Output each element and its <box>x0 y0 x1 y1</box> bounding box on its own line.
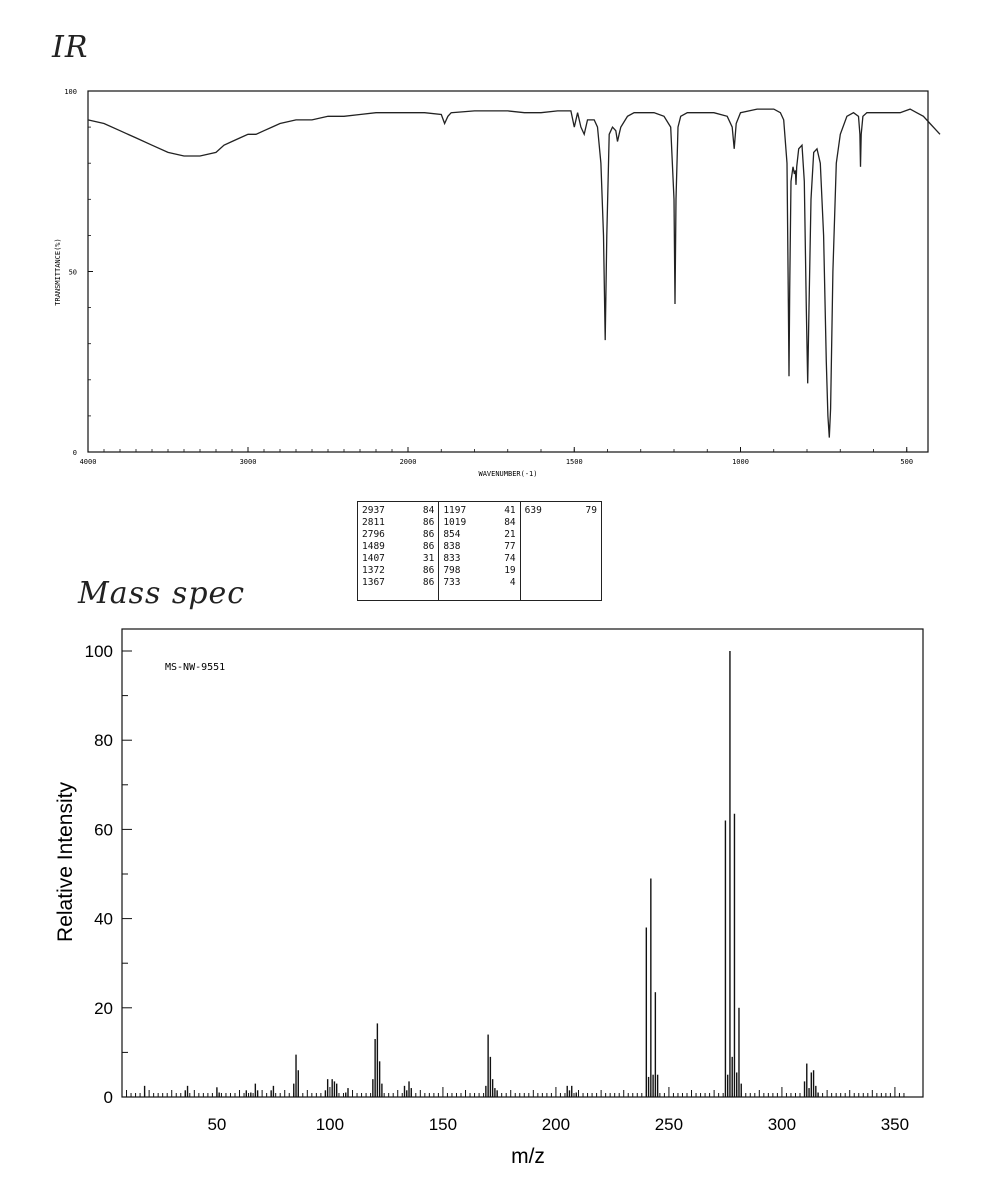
peak-transmittance: 86 <box>422 577 435 588</box>
peak-table-row: 2796 86 <box>362 529 434 541</box>
ir-x-tick-label: 4000 <box>80 458 97 466</box>
ms-x-tick-label: 100 <box>316 1115 344 1134</box>
ir-spectrum-line <box>87 108 941 438</box>
ir-x-axis-label: WAVENUMBER(-1) <box>478 470 537 478</box>
ms-y-tick-label: 80 <box>94 731 113 750</box>
peak-wavenumber: 1372 <box>362 565 385 576</box>
ms-x-axis-label: m/z <box>511 1145 545 1168</box>
peak-transmittance: 77 <box>504 541 516 552</box>
ms-x-tick-label: 300 <box>768 1115 796 1134</box>
peak-table-row: 833 74 <box>443 553 515 565</box>
ms-x-tick-label: 200 <box>542 1115 570 1134</box>
ir-x-tick-label: 1500 <box>566 458 583 466</box>
peak-transmittance: 86 <box>422 517 435 528</box>
peak-transmittance: 74 <box>504 553 516 564</box>
peak-transmittance: 79 <box>585 505 597 516</box>
ir-x-tick-label: 3000 <box>240 458 257 466</box>
peak-wavenumber: 639 <box>524 505 542 516</box>
ir-chart: WAVENUMBER(-1) TRANSMITTANCE(%) 4000 3000… <box>54 88 941 478</box>
peak-table-row: 2811 86 <box>362 517 434 529</box>
peak-table-row: 1019 84 <box>443 517 515 529</box>
peak-wavenumber: 1019 <box>443 517 467 528</box>
peak-table-row: 733 4 <box>443 577 515 589</box>
ir-annotation: IR <box>52 30 89 65</box>
ms-x-tick-label: 150 <box>429 1115 457 1134</box>
peak-transmittance: 84 <box>504 517 516 528</box>
ms-y-tick-label: 100 <box>85 642 113 661</box>
peak-wavenumber: 833 <box>443 553 461 564</box>
peak-transmittance: 84 <box>422 505 435 516</box>
ir-x-tick-label: 1000 <box>732 458 749 466</box>
peak-table-row: 1489 86 <box>362 541 434 553</box>
peak-transmittance: 19 <box>504 565 516 576</box>
peak-wavenumber: 1489 <box>362 541 385 552</box>
peak-table-row: 1367 86 <box>362 577 434 589</box>
ms-y-axis-label: Relative Intensity <box>54 782 77 942</box>
ms-y-tick-label: 20 <box>94 999 113 1018</box>
mass-spec-chart: MS-NW-9551 m/z Relative Intensity 50 100 1… <box>54 628 924 1168</box>
peak-wavenumber: 2796 <box>362 529 385 540</box>
peak-transmittance: 4 <box>509 577 516 588</box>
peak-table-column: 2937 84 2811 86 2796 86 1489 86 1407 31 1372 86 1367… <box>358 502 440 600</box>
peak-transmittance: 21 <box>504 529 516 540</box>
mass-spec-annotation: Mass spec <box>78 576 246 611</box>
peak-wavenumber: 1197 <box>443 505 467 516</box>
peak-transmittance: 86 <box>422 529 435 540</box>
ms-x-tick-label: 250 <box>655 1115 683 1134</box>
ir-peak-table: 2937 84 2811 86 2796 86 1489 86 1407 31 1372 86 1367… <box>357 501 602 601</box>
peak-table-row: 838 77 <box>443 541 515 553</box>
peak-wavenumber: 798 <box>443 565 461 576</box>
peak-table-row: 1197 41 <box>443 505 515 517</box>
ir-y-tick-label: 100 <box>64 88 77 96</box>
ir-x-tick-label: 2000 <box>400 458 417 466</box>
peak-table-column: 639 79 <box>521 502 601 600</box>
peak-transmittance: 86 <box>422 541 435 552</box>
ms-x-tick-label: 50 <box>207 1115 226 1134</box>
ms-plot-frame <box>121 628 924 1098</box>
ir-y-axis-label: TRANSMITTANCE(%) <box>54 238 62 305</box>
ms-y-tick-label: 60 <box>94 820 113 839</box>
peak-table-row: 798 19 <box>443 565 515 577</box>
peak-wavenumber: 2937 <box>362 505 385 516</box>
peak-table-row: 854 21 <box>443 529 515 541</box>
peak-table-row: 2937 84 <box>362 505 434 517</box>
ir-x-tick-label: 500 <box>900 458 913 466</box>
peak-wavenumber: 2811 <box>362 517 385 528</box>
peak-table-column: 1197 41 1019 84 854 21 838 77 833 74 798 19 733 4 <box>439 502 521 600</box>
peak-transmittance: 41 <box>504 505 516 516</box>
ms-y-tick-label: 0 <box>104 1088 113 1107</box>
ms-x-tick-label: 350 <box>881 1115 909 1134</box>
ir-y-tick-label: 0 <box>73 449 77 457</box>
ms-spectrum-id: MS-NW-9551 <box>165 662 225 673</box>
peak-table-row: 1372 86 <box>362 565 434 577</box>
peak-transmittance: 31 <box>422 553 435 564</box>
ir-y-tick-label: 50 <box>69 269 77 277</box>
peak-wavenumber: 1407 <box>362 553 385 564</box>
peak-wavenumber: 733 <box>443 577 461 588</box>
ms-y-tick-label: 40 <box>94 910 113 929</box>
peak-wavenumber: 854 <box>443 529 461 540</box>
peak-table-row: 639 79 <box>525 505 597 517</box>
peak-wavenumber: 838 <box>443 541 461 552</box>
peak-table-row: 1407 31 <box>362 553 434 565</box>
peak-transmittance: 86 <box>422 565 435 576</box>
peak-wavenumber: 1367 <box>362 577 385 588</box>
